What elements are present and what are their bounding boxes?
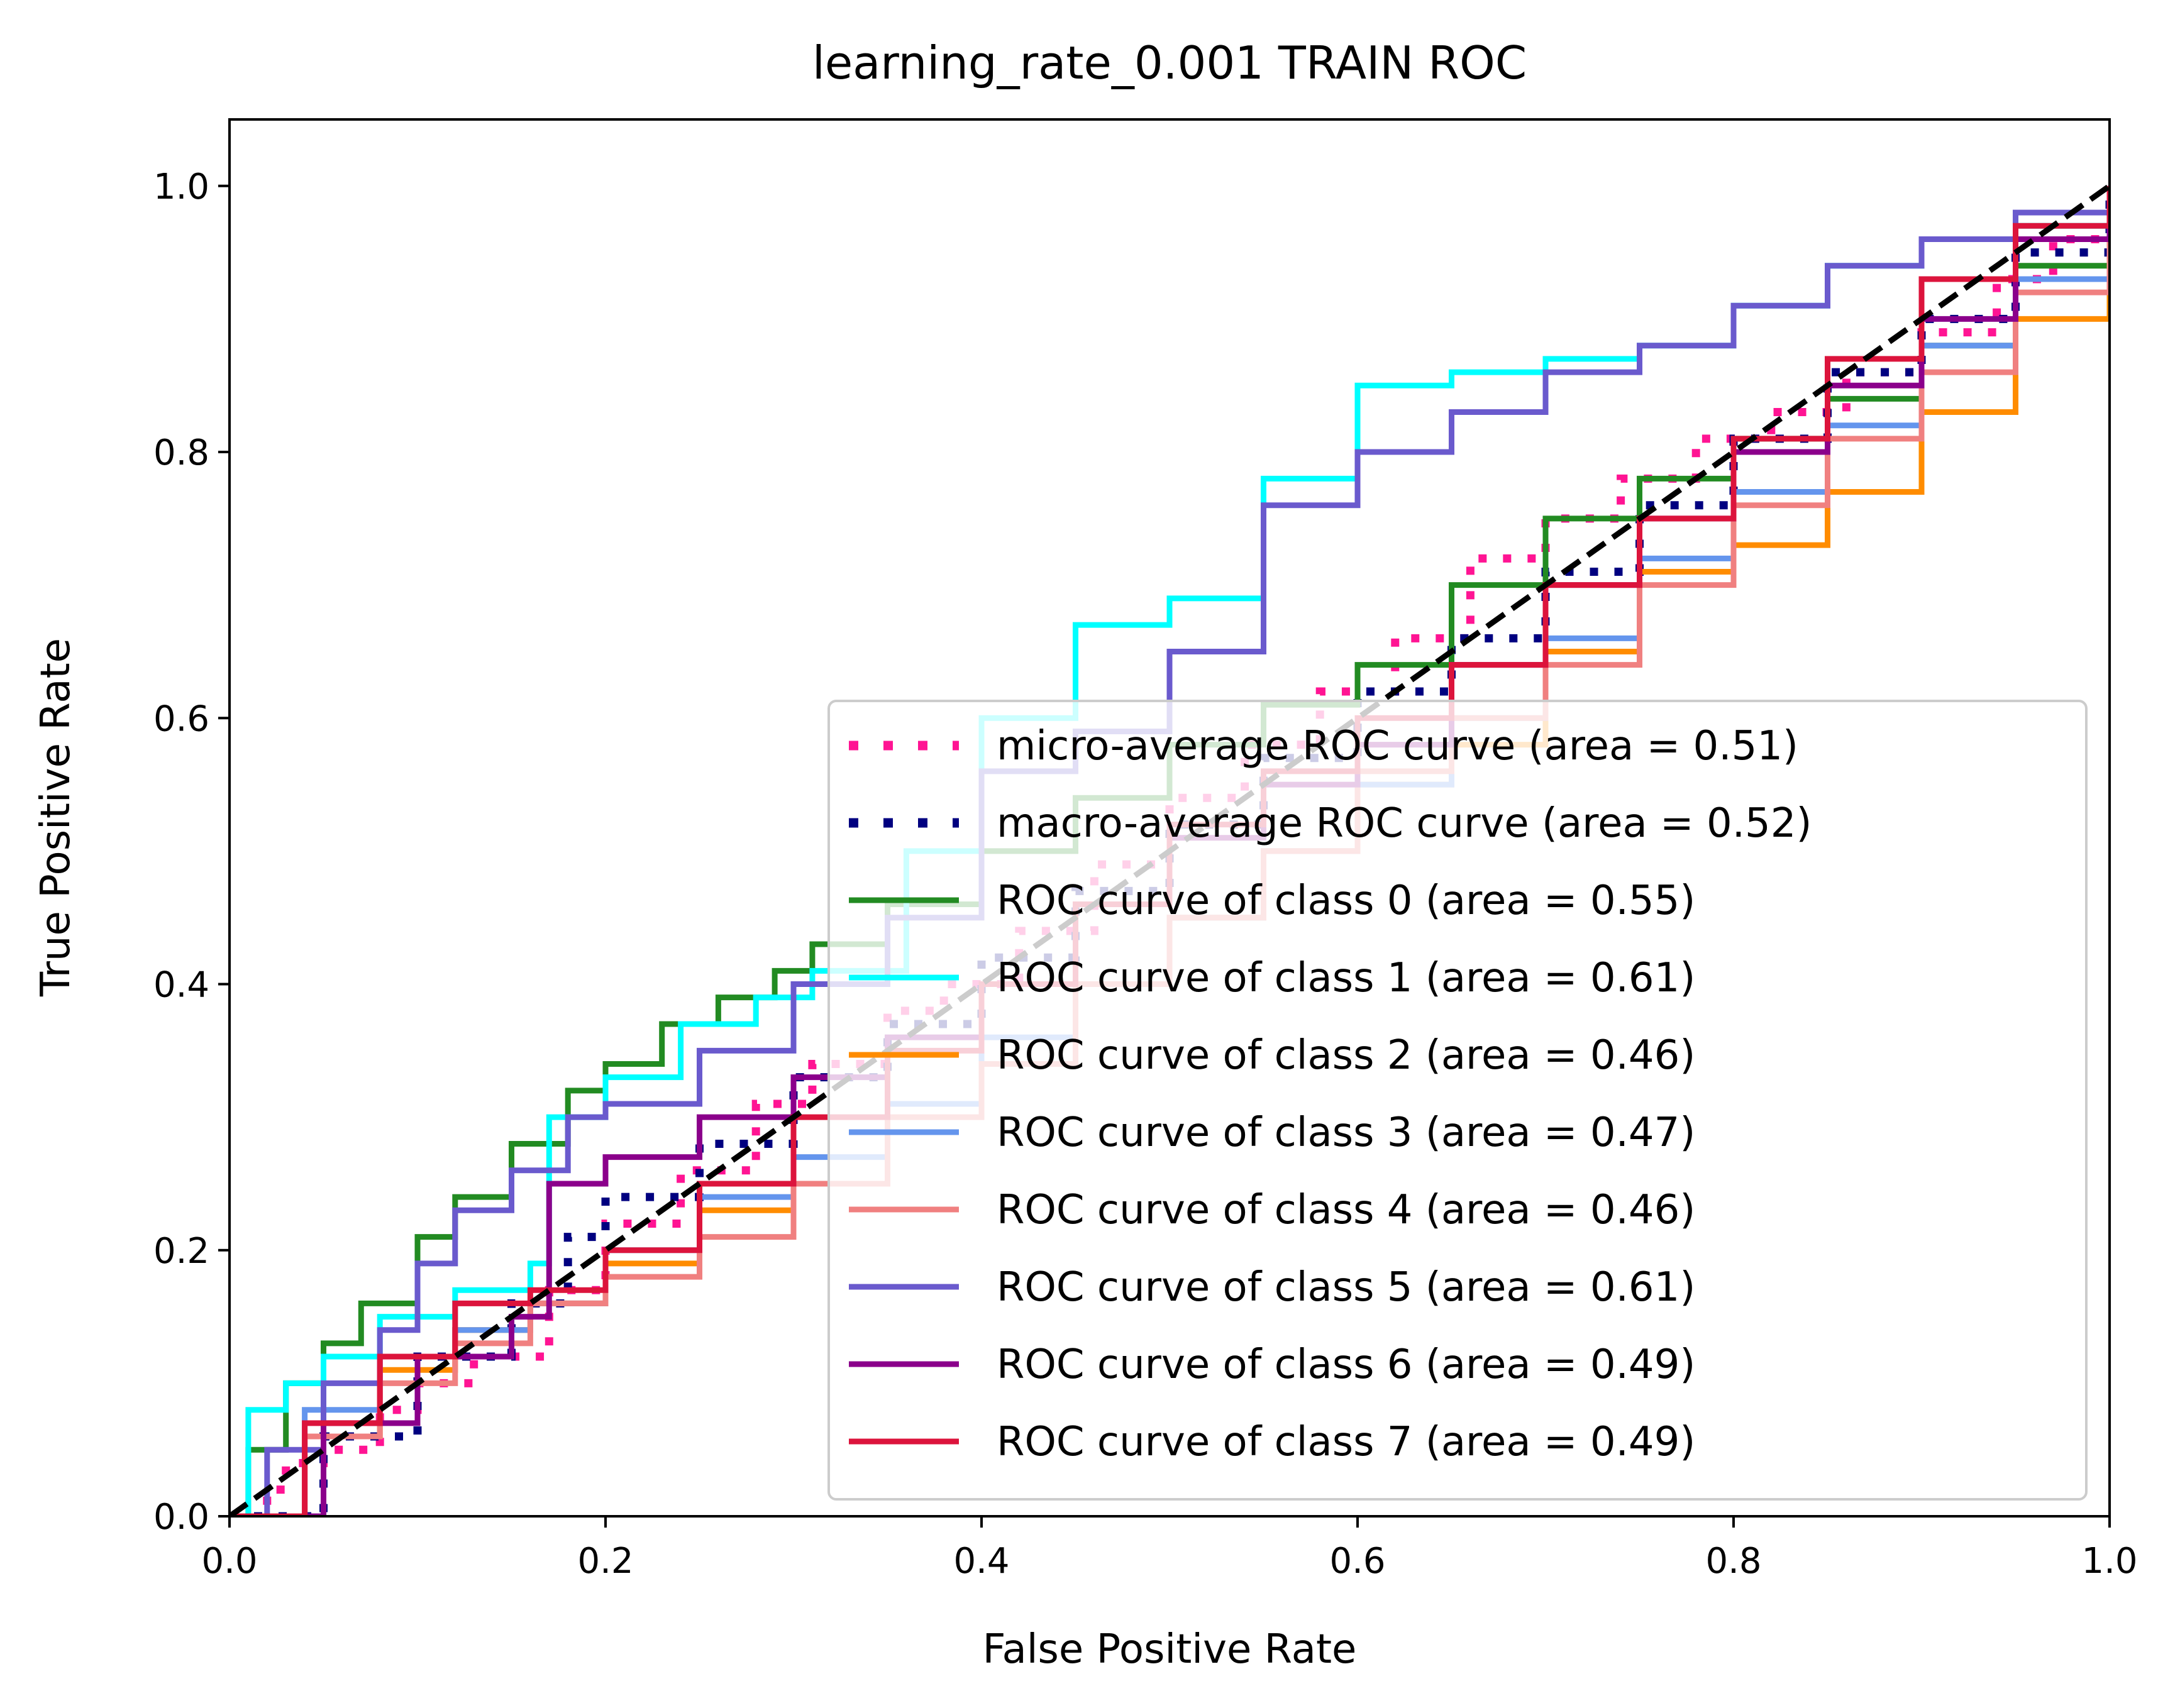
x-tick-label: 1.0	[2081, 1541, 2137, 1582]
x-tick-label: 0.4	[953, 1541, 1009, 1582]
y-tick-label: 1.0	[153, 167, 209, 207]
x-axis-label: False Positive Rate	[983, 1626, 1357, 1673]
x-tick-label: 0.6	[1329, 1541, 1385, 1582]
legend-label-2: ROC curve of class 0 (area = 0.55)	[997, 878, 1695, 924]
legend-label-1: macro-average ROC curve (area = 0.52)	[997, 800, 1812, 847]
y-tick-label: 0.0	[153, 1497, 209, 1538]
y-tick-label: 0.2	[153, 1231, 209, 1272]
y-tick-label: 0.6	[153, 698, 209, 739]
y-axis: 0.0 0.2 0.4 0.6 0.8 1.0	[153, 167, 230, 1538]
y-tick-label: 0.8	[153, 433, 209, 473]
y-tick-label: 0.4	[153, 965, 209, 1006]
legend-label-4: ROC curve of class 2 (area = 0.46)	[997, 1032, 1695, 1079]
legend-label-5: ROC curve of class 3 (area = 0.47)	[997, 1110, 1695, 1156]
x-tick-label: 0.8	[1705, 1541, 1761, 1582]
x-tick-label: 0.0	[201, 1541, 257, 1582]
legend-label-0: micro-average ROC curve (area = 0.51)	[997, 723, 1798, 769]
chart-title: learning_rate_0.001 TRAIN ROC	[812, 36, 1527, 89]
legend: micro-average ROC curve (area = 0.51) mac…	[827, 700, 2088, 1501]
x-axis: 0.0 0.2 0.4 0.6 0.8 1.0	[201, 1516, 2138, 1582]
legend-label-3: ROC curve of class 1 (area = 0.61)	[997, 955, 1695, 1001]
legend-box	[827, 700, 2088, 1501]
x-tick-label: 0.2	[577, 1541, 633, 1582]
plot-frame	[228, 118, 2111, 1518]
legend-label-7: ROC curve of class 5 (area = 0.61)	[997, 1264, 1695, 1311]
legend-label-9: ROC curve of class 7 (area = 0.49)	[997, 1419, 1695, 1465]
legend-label-6: ROC curve of class 4 (area = 0.46)	[997, 1187, 1695, 1233]
legend-label-8: ROC curve of class 6 (area = 0.49)	[997, 1342, 1695, 1388]
y-axis-label: True Positive Rate	[33, 638, 79, 997]
